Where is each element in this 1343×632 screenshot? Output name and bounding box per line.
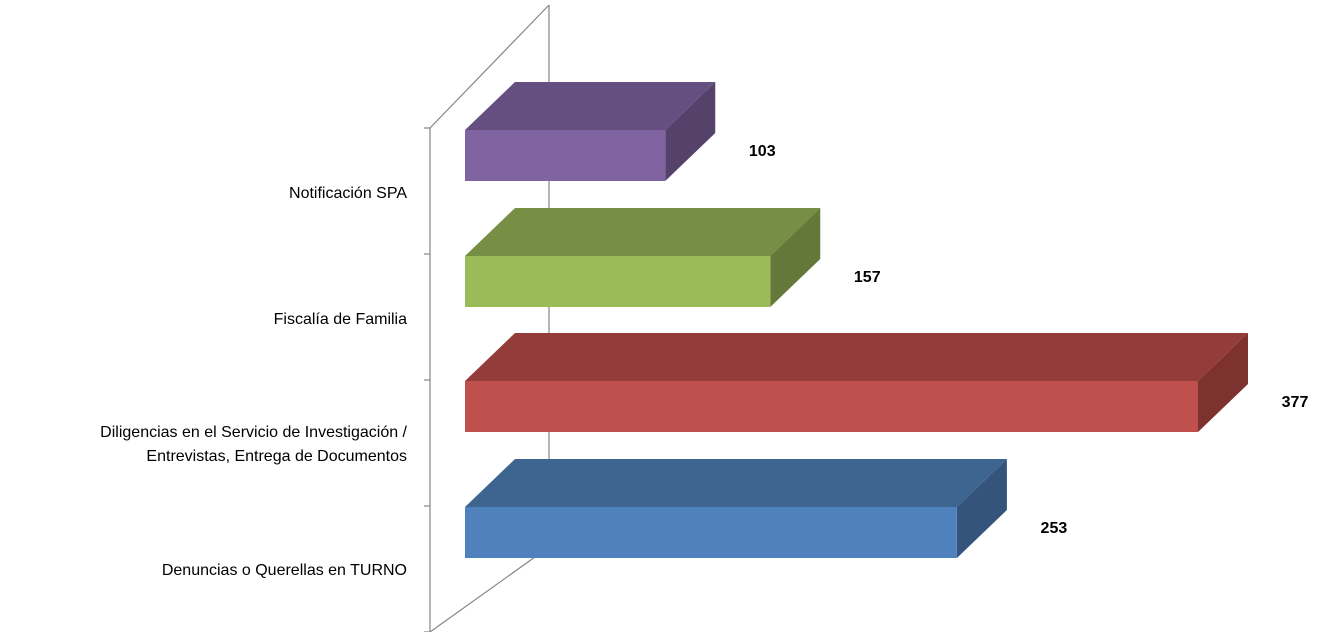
bar-top-face [465, 208, 821, 256]
category-label-line: Fiscalía de Familia [274, 311, 407, 328]
bar-top-face [465, 82, 716, 130]
bar-top-face [465, 459, 1007, 507]
top-diagonal-line [429, 4, 550, 129]
bar-side-face [770, 208, 821, 307]
bar [465, 333, 1248, 432]
bar-front-face [465, 507, 957, 558]
bar-side-face [956, 459, 1007, 558]
category-labels: Denuncias o Querellas en TURNO Diligencia… [100, 185, 407, 579]
bar [465, 82, 716, 181]
value-label: 253 [1041, 520, 1068, 537]
category-label: Notificación SPA [289, 185, 407, 202]
bar-front-face [465, 256, 771, 307]
bar [465, 459, 1007, 558]
bar-side-face [1198, 333, 1248, 432]
category-label-line: Diligencias en el Servicio de Investigac… [100, 424, 407, 441]
value-label: 377 [1282, 394, 1309, 411]
value-label: 103 [749, 143, 776, 160]
category-label-line: Denuncias o Querellas en TURNO [162, 562, 407, 579]
bar-front-face [465, 381, 1198, 432]
bar-side-face [665, 82, 716, 181]
bar [465, 208, 821, 307]
bottom-diagonal-line [429, 546, 550, 632]
value-labels: 253 377 157 103 [749, 143, 1309, 537]
bar-top-face [465, 333, 1248, 381]
category-label-line: Notificación SPA [289, 185, 407, 202]
bar-front-face [465, 130, 666, 181]
category-label-line: Entrevistas, Entrega de Documentos [146, 448, 407, 465]
category-label: Diligencias en el Servicio de Investigac… [100, 424, 407, 465]
value-label: 157 [854, 269, 881, 286]
category-label: Denuncias o Querellas en TURNO [162, 562, 407, 579]
category-label: Fiscalía de Familia [274, 311, 407, 328]
bars-group [465, 82, 1248, 558]
